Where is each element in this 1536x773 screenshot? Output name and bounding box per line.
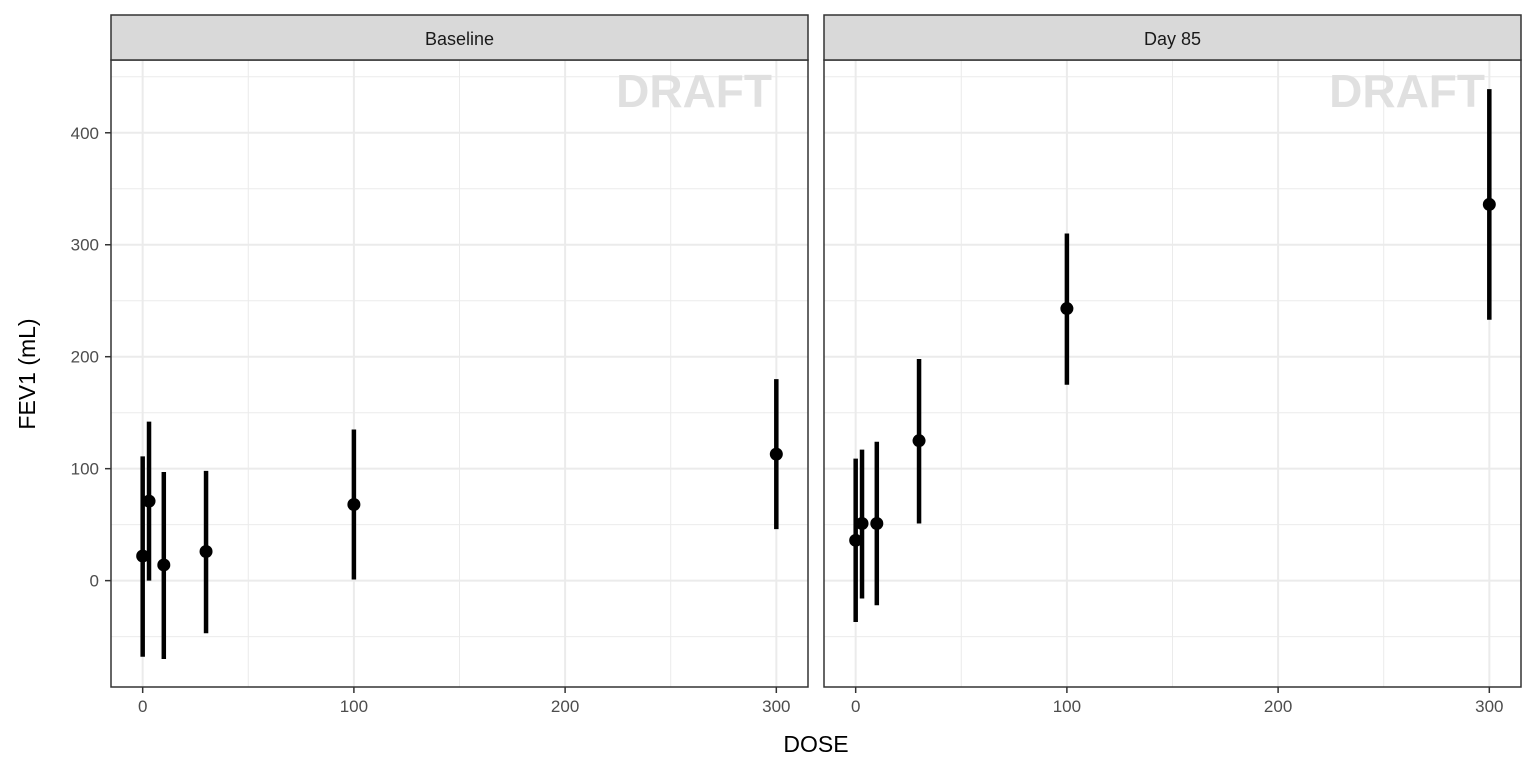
y-axis-title: FEV1 (mL) bbox=[14, 318, 40, 429]
data-point bbox=[199, 545, 213, 559]
data-point bbox=[870, 517, 884, 531]
y-tick-label: 200 bbox=[71, 348, 99, 367]
data-point bbox=[855, 517, 869, 531]
facet-strip bbox=[823, 14, 1522, 61]
data-point bbox=[157, 558, 171, 572]
x-tick-label: 200 bbox=[1264, 697, 1292, 716]
draft-watermark: DRAFT bbox=[616, 65, 772, 117]
facet-panel: DRAFT Day 85 0 100 200 300 bbox=[823, 14, 1522, 716]
y-tick-label: 400 bbox=[71, 124, 99, 143]
data-point bbox=[912, 434, 926, 448]
y-tick-label: 0 bbox=[90, 572, 99, 591]
data-point bbox=[769, 447, 783, 461]
facet-strip-label: Baseline bbox=[425, 29, 494, 49]
draft-watermark: DRAFT bbox=[1329, 65, 1485, 117]
x-axis-title: DOSE bbox=[783, 731, 848, 757]
x-tick-label: 100 bbox=[1053, 697, 1081, 716]
facet-panel: DRAFT Baseline 0 100 200 300 0 100 200 300 400 bbox=[71, 14, 809, 716]
data-point bbox=[347, 497, 361, 511]
data-point bbox=[136, 549, 150, 563]
x-tick-label: 0 bbox=[138, 697, 147, 716]
data-point bbox=[1482, 197, 1496, 211]
x-tick-label: 300 bbox=[762, 697, 790, 716]
y-tick-label: 100 bbox=[71, 460, 99, 479]
facet-strip-label: Day 85 bbox=[1144, 29, 1201, 49]
data-point bbox=[1060, 302, 1074, 316]
data-point bbox=[849, 533, 863, 547]
y-tick-label: 300 bbox=[71, 236, 99, 255]
x-tick-label: 100 bbox=[340, 697, 368, 716]
x-tick-label: 0 bbox=[851, 697, 860, 716]
x-tick-label: 300 bbox=[1475, 697, 1503, 716]
x-tick-label: 200 bbox=[551, 697, 579, 716]
data-point bbox=[142, 494, 156, 508]
facet-strip bbox=[110, 14, 809, 61]
